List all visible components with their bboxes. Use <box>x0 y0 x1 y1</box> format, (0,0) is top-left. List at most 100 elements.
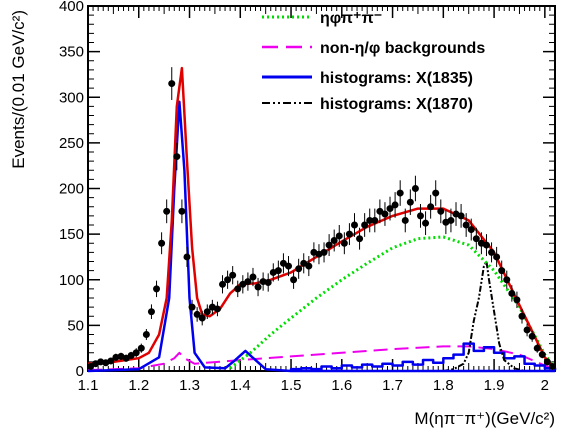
data-point <box>366 216 374 224</box>
non-eta-phi-curve <box>87 345 556 372</box>
eta-phi-pipi-curve <box>229 235 557 370</box>
data-point <box>396 189 404 197</box>
legend-label-x1870: histograms: X(1870) <box>320 96 473 113</box>
legend-label-non-eta-phi: non-η/φ backgrounds <box>320 40 485 57</box>
x-tick-label: 1.3 <box>179 377 200 394</box>
data-point <box>158 239 166 247</box>
data-point <box>371 216 379 224</box>
data-point <box>427 203 435 211</box>
data-point <box>173 153 181 161</box>
data-point <box>401 216 409 224</box>
y-tick-label: 50 <box>67 317 84 334</box>
data-point <box>163 207 171 215</box>
data-point <box>411 185 419 192</box>
data-point <box>295 265 303 273</box>
y-tick-labels: 0 50 100 150 200 250 300 350 400 <box>59 0 84 380</box>
data-point <box>422 219 430 227</box>
data-point <box>498 267 506 275</box>
plot-frame <box>87 5 556 372</box>
x-tick-label: 1.9 <box>484 377 505 394</box>
data-point <box>391 201 399 209</box>
data-point <box>147 308 155 316</box>
data-point <box>548 362 556 370</box>
data-point <box>203 308 211 316</box>
x1870-curve <box>443 260 525 372</box>
fit-curves <box>87 66 557 373</box>
axis-ticks <box>87 5 556 372</box>
total-fit-curve <box>87 66 556 370</box>
data-point <box>356 235 364 243</box>
data-point <box>533 344 541 352</box>
data-point <box>132 349 140 357</box>
data-points <box>87 67 556 370</box>
data-point <box>330 237 338 245</box>
x-tick-label: 1.1 <box>78 377 99 394</box>
data-point <box>437 207 445 215</box>
data-point <box>345 230 353 238</box>
data-point <box>335 232 343 240</box>
data-point <box>153 285 161 293</box>
x1835-hist-curve <box>289 342 557 371</box>
legend-label-x1835: histograms: X(1835) <box>320 70 473 87</box>
data-point <box>224 276 232 284</box>
data-point <box>508 289 516 297</box>
data-point <box>193 310 201 318</box>
data-point <box>198 314 206 322</box>
data-point <box>305 262 313 270</box>
x-tick-label: 1.7 <box>382 377 403 394</box>
y-tick-label: 0 <box>76 363 84 380</box>
data-point <box>457 212 465 220</box>
data-point <box>137 344 145 352</box>
x-tick-label: 2 <box>541 377 549 394</box>
x-tick-label: 1.8 <box>433 377 454 394</box>
x1835-curve <box>87 100 555 373</box>
data-point <box>472 235 480 243</box>
data-point <box>254 283 262 291</box>
data-point <box>107 357 115 365</box>
data-point <box>488 248 496 256</box>
legend: ηφπ⁺π⁻ non-η/φ backgrounds histograms: X… <box>262 10 485 113</box>
y-tick-label: 150 <box>59 226 84 243</box>
y-tick-label: 200 <box>59 181 84 198</box>
data-point <box>274 267 282 275</box>
data-point <box>432 189 440 197</box>
data-point <box>518 312 526 320</box>
data-point <box>406 198 414 206</box>
data-point <box>183 253 191 261</box>
data-point <box>320 248 328 256</box>
data-point <box>513 296 521 304</box>
legend-label-eta-phi-pipi: ηφπ⁺π⁻ <box>320 10 382 27</box>
data-point <box>543 358 551 366</box>
x-tick-label: 1.6 <box>331 377 352 394</box>
data-point <box>528 332 536 340</box>
data-point <box>285 262 293 270</box>
y-tick-label: 100 <box>59 272 84 289</box>
data-point <box>381 210 389 218</box>
data-point <box>482 241 490 249</box>
data-point <box>361 221 369 229</box>
data-point <box>142 331 150 338</box>
data-point <box>523 326 531 334</box>
data-point <box>462 221 470 229</box>
data-point <box>249 273 257 281</box>
x-tick-label: 1.5 <box>281 377 302 394</box>
data-point <box>219 280 227 288</box>
data-point <box>264 278 272 286</box>
data-point <box>416 212 424 220</box>
data-point <box>350 221 358 229</box>
data-point <box>188 303 196 311</box>
data-point <box>386 205 394 213</box>
data-point <box>234 285 242 293</box>
y-tick-label: 300 <box>59 89 84 106</box>
data-point <box>244 278 252 286</box>
data-point <box>447 216 455 224</box>
data-point <box>340 239 348 247</box>
data-point <box>168 80 176 88</box>
data-point <box>325 241 333 249</box>
data-point <box>503 276 511 284</box>
x-axis-title: M(ηπ⁻π⁺)(GeV/c²) <box>414 409 555 428</box>
data-point <box>467 226 475 234</box>
data-point <box>178 207 186 215</box>
data-point <box>493 253 501 261</box>
data-point <box>290 276 298 284</box>
